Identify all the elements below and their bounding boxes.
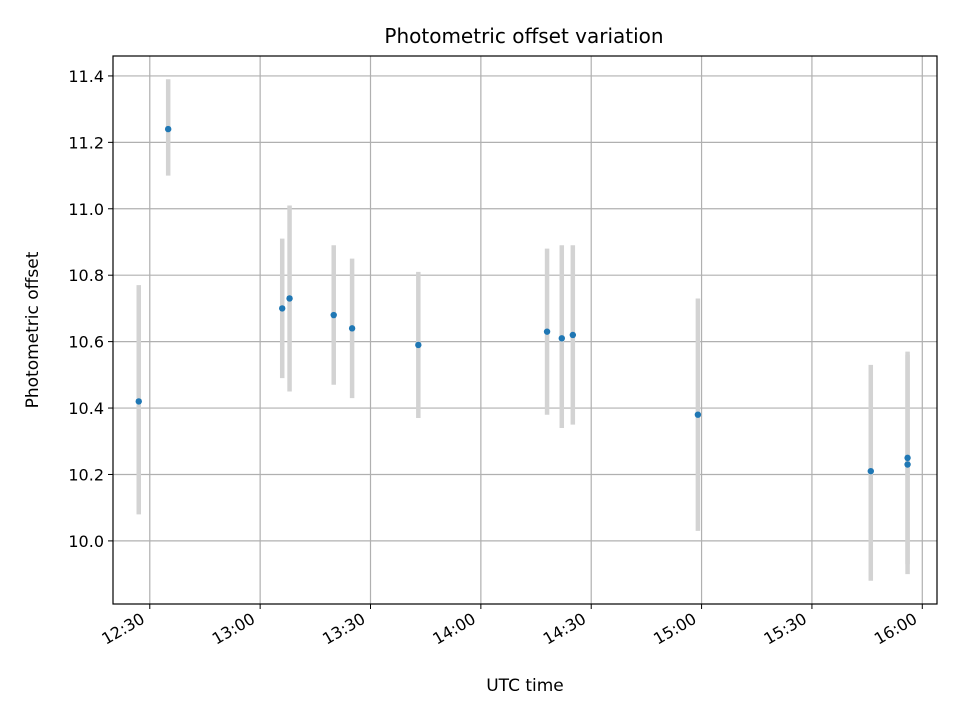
y-tick-label: 11.2 (68, 133, 104, 152)
data-point (415, 341, 422, 349)
data-point (164, 125, 172, 133)
y-axis-ticks: 10.0 10.2 10.4 10.6 10.8 11.0 11.2 11.4 (68, 67, 113, 551)
data-point (348, 325, 356, 332)
grid (113, 56, 937, 604)
data-points (135, 125, 911, 475)
data-point (867, 467, 874, 475)
data-point (286, 295, 293, 302)
data-point (330, 311, 337, 319)
plot-frame (112, 55, 938, 605)
y-tick-label: 10.8 (68, 266, 104, 285)
data-point (569, 331, 577, 339)
x-axis-label: UTC time (486, 676, 564, 696)
y-tick-label: 11.4 (68, 67, 104, 86)
data-point (558, 335, 565, 342)
y-axis-label: Photometric offset (23, 251, 43, 408)
data-point (279, 305, 286, 312)
data-point (904, 461, 911, 468)
chart-title: Photometric offset variation (384, 24, 663, 48)
data-point (694, 411, 702, 418)
y-tick-label: 11.0 (68, 200, 104, 219)
data-point (543, 328, 551, 335)
y-tick-label: 10.0 (68, 532, 104, 551)
y-tick-label: 10.6 (68, 333, 104, 352)
data-point (135, 398, 142, 405)
y-tick-label: 10.2 (68, 465, 104, 484)
y-tick-label: 10.4 (68, 399, 104, 418)
data-point (904, 454, 911, 462)
